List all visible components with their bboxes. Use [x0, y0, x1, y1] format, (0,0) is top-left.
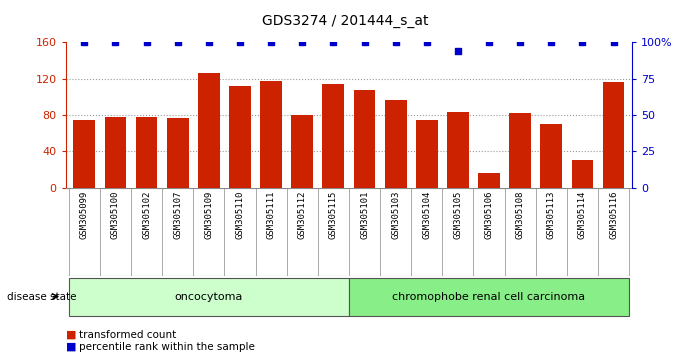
Bar: [385, 99, 406, 188]
Point: [359, 40, 370, 45]
Text: chromophobe renal cell carcinoma: chromophobe renal cell carcinoma: [392, 291, 585, 302]
Bar: [292, 115, 313, 188]
Bar: [198, 73, 220, 188]
Point: [172, 40, 183, 45]
Text: GSM305110: GSM305110: [236, 190, 245, 239]
Point: [203, 40, 214, 45]
Point: [390, 40, 401, 45]
Text: GDS3274 / 201444_s_at: GDS3274 / 201444_s_at: [263, 14, 428, 28]
Point: [608, 40, 619, 45]
Text: ■: ■: [66, 330, 76, 339]
Bar: [540, 124, 562, 188]
Text: ■: ■: [66, 342, 76, 352]
Point: [328, 40, 339, 45]
Point: [484, 40, 495, 45]
Text: GSM305101: GSM305101: [360, 190, 369, 239]
Bar: [229, 86, 251, 188]
Text: transformed count: transformed count: [79, 330, 177, 339]
Bar: [349, 278, 629, 316]
Text: GSM305102: GSM305102: [142, 190, 151, 239]
Point: [546, 40, 557, 45]
Text: GSM305106: GSM305106: [484, 190, 493, 239]
Text: GSM305103: GSM305103: [391, 190, 400, 239]
Bar: [69, 278, 349, 316]
Text: GSM305113: GSM305113: [547, 190, 556, 239]
Text: percentile rank within the sample: percentile rank within the sample: [79, 342, 256, 352]
Text: GSM305114: GSM305114: [578, 190, 587, 239]
Bar: [261, 81, 282, 188]
Point: [515, 40, 526, 45]
Bar: [603, 82, 625, 188]
Point: [453, 48, 464, 54]
Point: [422, 40, 433, 45]
Bar: [571, 160, 594, 188]
Text: GSM305104: GSM305104: [422, 190, 431, 239]
Point: [577, 40, 588, 45]
Bar: [354, 90, 375, 188]
Bar: [478, 173, 500, 188]
Bar: [104, 117, 126, 188]
Text: GSM305100: GSM305100: [111, 190, 120, 239]
Text: GSM305105: GSM305105: [453, 190, 462, 239]
Text: GSM305112: GSM305112: [298, 190, 307, 239]
Point: [110, 40, 121, 45]
Point: [265, 40, 276, 45]
Bar: [167, 118, 189, 188]
Bar: [416, 120, 437, 188]
Text: oncocytoma: oncocytoma: [175, 291, 243, 302]
Text: GSM305116: GSM305116: [609, 190, 618, 239]
Text: GSM305108: GSM305108: [515, 190, 524, 239]
Text: GSM305109: GSM305109: [205, 190, 214, 239]
Bar: [135, 117, 158, 188]
Point: [79, 40, 90, 45]
Bar: [447, 112, 468, 188]
Point: [234, 40, 245, 45]
Bar: [73, 120, 95, 188]
Text: GSM305115: GSM305115: [329, 190, 338, 239]
Text: GSM305099: GSM305099: [80, 190, 89, 239]
Point: [141, 40, 152, 45]
Text: disease state: disease state: [7, 291, 77, 302]
Text: GSM305111: GSM305111: [267, 190, 276, 239]
Bar: [509, 113, 531, 188]
Text: GSM305107: GSM305107: [173, 190, 182, 239]
Point: [296, 40, 307, 45]
Bar: [323, 84, 344, 188]
